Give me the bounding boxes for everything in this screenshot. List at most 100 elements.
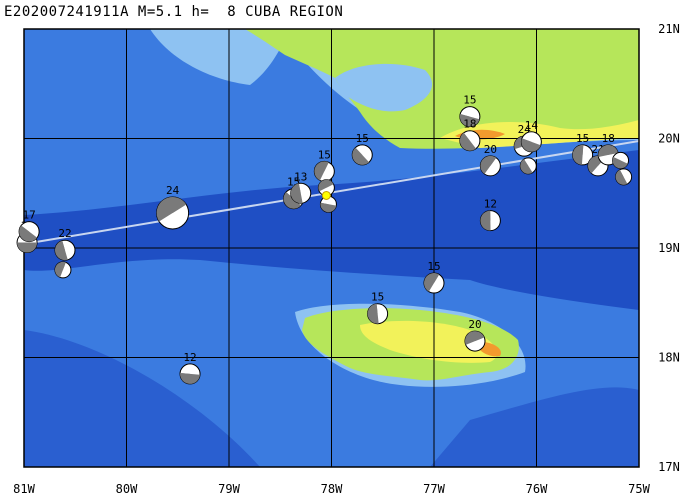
latitude-label: 19N: [658, 241, 680, 255]
depth-label: 15: [463, 94, 476, 107]
epicenter-marker[interactable]: [321, 190, 331, 200]
beachball-quadrant: [290, 183, 301, 196]
jamaica-highlands: [360, 320, 498, 363]
longitude-label: 75W: [628, 482, 650, 496]
longitude-label: 78W: [321, 482, 343, 496]
beachball-quadrant: [367, 303, 378, 315]
focal-mechanism[interactable]: 12: [479, 198, 501, 232]
longitude-label: 79W: [218, 482, 240, 496]
depth-label: 22: [58, 227, 71, 240]
depth-label: 15: [356, 132, 369, 145]
beachball-quadrant: [606, 145, 619, 155]
depth-label: 15: [318, 148, 331, 161]
focal-mechanism[interactable]: 15: [423, 260, 445, 294]
focal-mechanism[interactable]: 20: [464, 318, 486, 352]
focal-mechanism[interactable]: 22: [54, 227, 76, 261]
latitude-label: 18N: [658, 351, 680, 365]
beachball-quadrant: [482, 157, 497, 166]
focal-mechanism[interactable]: [612, 151, 630, 169]
beachball-quadrant: [315, 162, 329, 172]
focal-mechanism[interactable]: [615, 168, 633, 186]
depth-label: 15: [576, 132, 589, 145]
depth-label: 15: [427, 260, 440, 273]
map-title: E202007241911A M=5.1 h= 8 CUBA REGION: [4, 4, 344, 20]
gulf-of-guacanayabo: [335, 63, 433, 112]
beachball-quadrant: [21, 225, 30, 240]
beachball-quadrant: [480, 210, 491, 221]
beachball-quadrant: [320, 202, 329, 213]
focal-mechanism[interactable]: [519, 157, 537, 175]
beachball-quadrant: [521, 159, 529, 171]
focal-mechanism[interactable]: 15: [459, 94, 481, 128]
beachball-quadrant: [164, 199, 187, 213]
cuba-highlands: [440, 120, 639, 148]
beachball-quadrant: [590, 158, 605, 166]
focal-mechanism[interactable]: 17: [18, 209, 40, 243]
focal-mechanism[interactable]: 14: [520, 119, 542, 153]
beachball-quadrant: [180, 373, 201, 384]
beachball-quadrant: [461, 132, 470, 147]
focal-mechanism[interactable]: 15: [351, 132, 373, 166]
deep-basin-southeast: [430, 387, 639, 467]
beachball-quadrant: [286, 192, 294, 207]
beachball-quadrant: [471, 331, 485, 342]
latitude-label: 17N: [658, 460, 680, 474]
depth-label: 17: [23, 209, 36, 222]
deep-basin-south: [24, 330, 260, 467]
beachball-quadrant: [354, 147, 363, 162]
depth-label: 12: [183, 351, 196, 364]
longitude-label: 80W: [116, 482, 138, 496]
beachball-quadrant: [459, 114, 480, 127]
focal-mechanism[interactable]: 24: [156, 184, 190, 230]
depth-label: 20: [484, 143, 497, 156]
beachball-quadrant: [322, 180, 334, 188]
beachball-quadrant: [314, 161, 329, 181]
focal-mechanism[interactable]: [54, 261, 72, 279]
latitude-label: 20N: [658, 132, 680, 146]
focal-mechanism[interactable]: 13: [290, 170, 312, 204]
axis-labels-layer: 81W 80W 79W 78W 77W 76W 75W 21N 20N 19N 18N 17N: [13, 22, 680, 496]
beachball-quadrant: [613, 157, 621, 168]
depth-label: 20: [468, 318, 481, 331]
focal-mechanism[interactable]: 15: [313, 148, 335, 182]
beachball-quadrant: [17, 242, 28, 253]
beachball-quadrant: [180, 373, 191, 384]
depth-label: 18: [463, 118, 476, 131]
depth-label: 13: [294, 170, 307, 183]
beachball-quadrant: [425, 274, 440, 284]
depth-label: 12: [484, 198, 497, 211]
beachball-quadrant: [616, 169, 624, 181]
latitude-label: 21N: [658, 22, 680, 36]
beachball-quadrant: [55, 240, 65, 253]
beachball-quadrant: [521, 138, 532, 152]
focal-mechanism[interactable]: 18: [459, 118, 481, 152]
focal-mechanism[interactable]: [317, 179, 335, 197]
focal-mechanism[interactable]: 12: [179, 351, 201, 385]
focal-mechanisms-layer: 1617222412151315151515201518122024141521…: [16, 94, 633, 385]
depth-label: 15: [371, 291, 384, 304]
longitude-label: 76W: [526, 482, 548, 496]
beachball-quadrant: [320, 202, 337, 213]
beachball-quadrant: [54, 261, 66, 278]
beachball-quadrant: [521, 138, 541, 152]
beachball-quadrant: [460, 114, 470, 127]
depth-label: 24: [166, 184, 180, 197]
beachball-quadrant: [283, 192, 302, 209]
depth-label: 18: [602, 132, 615, 145]
longitude-label: 77W: [423, 482, 445, 496]
cuba-landmass: [245, 29, 639, 149]
beachball-quadrant: [55, 262, 66, 270]
cuba-shelf-west: [150, 29, 290, 85]
depth-label: 14: [525, 119, 539, 132]
beachball-quadrant: [19, 225, 38, 242]
beachball-quadrant: [572, 144, 584, 165]
beachball-quadrant: [424, 273, 440, 292]
beachball-quadrant: [480, 155, 497, 174]
beachball-quadrant: [612, 157, 628, 169]
beachball-quadrant: [572, 144, 584, 155]
longitude-label: 81W: [13, 482, 35, 496]
focal-mechanism[interactable]: 15: [572, 132, 594, 166]
focal-mechanism[interactable]: 20: [479, 143, 501, 177]
focal-mechanism[interactable]: 15: [367, 291, 389, 325]
